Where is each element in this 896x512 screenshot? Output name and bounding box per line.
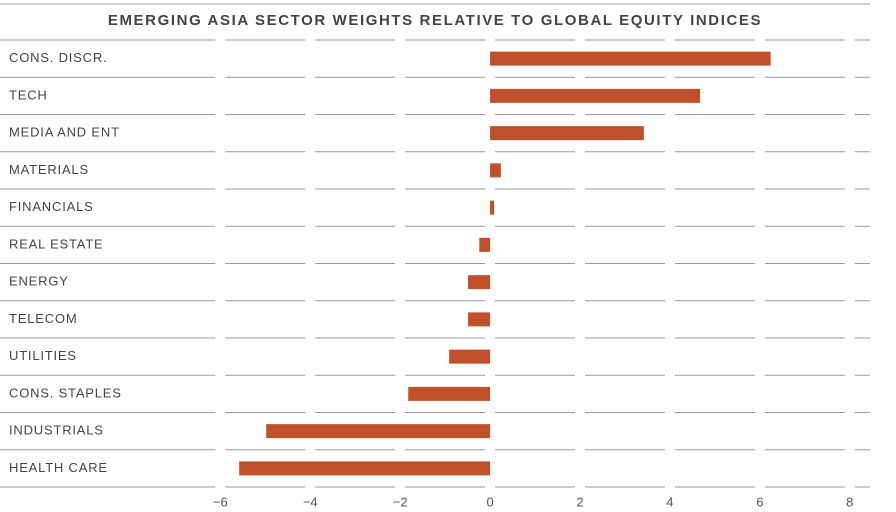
x-tick-label: 4 — [666, 494, 673, 509]
bar — [468, 275, 491, 290]
x-tick-label: −2 — [393, 494, 408, 509]
bar — [490, 51, 771, 66]
category-label: INDUSTRIALS — [9, 423, 104, 438]
bar — [266, 424, 491, 439]
bar — [490, 126, 644, 141]
x-tick-label: 0 — [486, 494, 493, 509]
x-tick-label: 8 — [846, 494, 853, 509]
grid — [0, 38, 870, 489]
x-tick-label: −6 — [213, 494, 228, 509]
bars — [239, 51, 771, 476]
category-label: MATERIALS — [9, 162, 89, 177]
category-label: TELECOM — [9, 311, 77, 326]
category-label: CONS. DISCR. — [9, 50, 107, 65]
bar — [490, 200, 495, 215]
chart-title: EMERGING ASIA SECTOR WEIGHTS RELATIVE TO… — [108, 12, 762, 29]
x-tick-label: 6 — [756, 494, 763, 509]
category-label: FINANCIALS — [9, 199, 94, 214]
bar — [479, 237, 491, 252]
category-label: REAL ESTATE — [9, 236, 104, 251]
category-label: CONS. STAPLES — [9, 385, 122, 400]
bar — [408, 386, 491, 401]
x-tick-label: −4 — [303, 494, 318, 509]
category-label: ENERGY — [9, 274, 69, 289]
bar — [468, 312, 491, 327]
bar — [239, 461, 491, 476]
bar — [490, 163, 501, 178]
category-label: MEDIA AND ENT — [9, 125, 120, 140]
category-label: TECH — [9, 87, 48, 102]
x-tick-label: 2 — [576, 494, 583, 509]
category-label: HEALTH CARE — [9, 460, 108, 475]
bar — [490, 88, 701, 103]
category-label: UTILITIES — [9, 348, 77, 363]
bar — [449, 349, 491, 364]
